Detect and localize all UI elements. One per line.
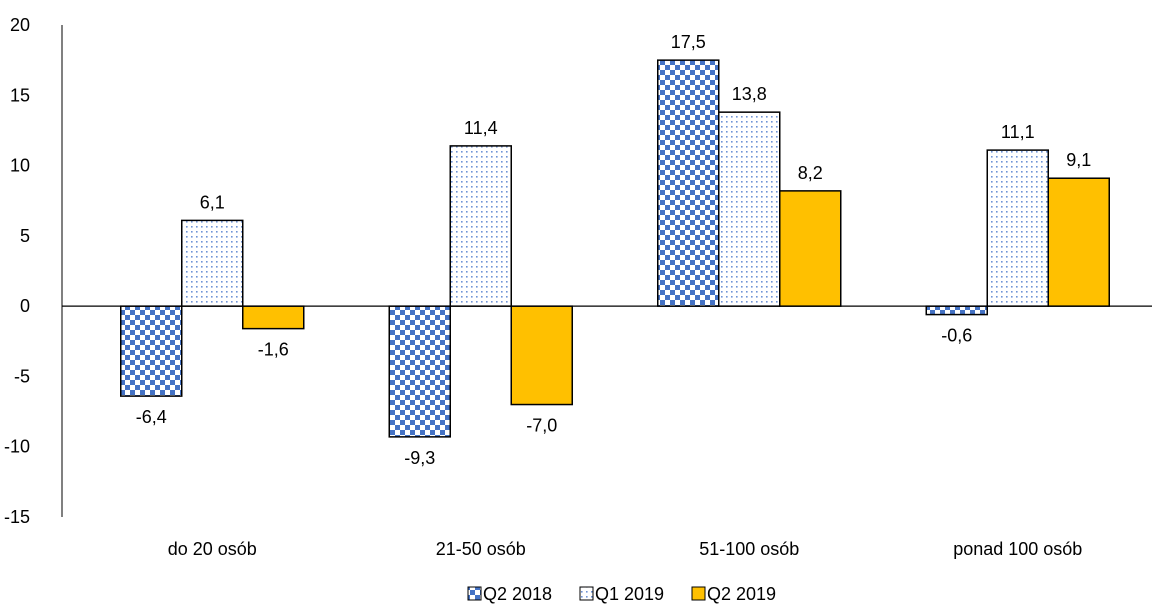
bar-series-1-cat-2 bbox=[718, 111, 781, 307]
data-label: -1,6 bbox=[258, 340, 289, 360]
data-label: -6,4 bbox=[136, 407, 167, 427]
legend: Q2 2018 Q1 2019 Q2 2019 bbox=[467, 584, 776, 604]
y-tick-label: -15 bbox=[4, 507, 30, 527]
data-label: -0,6 bbox=[941, 326, 972, 346]
legend-label-2: Q2 2019 bbox=[707, 584, 776, 604]
bar-series-2-cat-1 bbox=[510, 305, 573, 406]
legend-swatch-0 bbox=[467, 586, 482, 601]
legend-swatch-1 bbox=[579, 586, 594, 601]
y-axis: 20 15 10 5 0 -5 -10 -15 bbox=[4, 15, 63, 527]
data-label: 11,1 bbox=[1001, 122, 1035, 142]
y-tick-label: 5 bbox=[20, 226, 30, 246]
category-label: ponad 100 osób bbox=[953, 539, 1082, 559]
bar-series-2-cat-3 bbox=[1047, 177, 1110, 307]
bar-series-2-cat-2 bbox=[779, 190, 842, 307]
y-tick-label: -5 bbox=[14, 366, 30, 386]
bars-group bbox=[120, 59, 1110, 438]
data-label: 8,2 bbox=[798, 163, 823, 183]
bar-series-1-cat-3 bbox=[986, 149, 1049, 307]
data-label: 9,1 bbox=[1066, 150, 1091, 170]
legend-swatch-2 bbox=[691, 586, 706, 601]
y-tick-label: 20 bbox=[10, 15, 30, 35]
data-label: 11,4 bbox=[464, 118, 498, 138]
bar-series-0-cat-3 bbox=[925, 305, 988, 316]
y-tick-label: 10 bbox=[10, 156, 30, 176]
data-label: 13,8 bbox=[732, 84, 767, 104]
category-label: 21-50 osób bbox=[436, 539, 526, 559]
y-tick-label: -10 bbox=[4, 437, 30, 457]
bar-series-1-cat-1 bbox=[449, 145, 512, 307]
data-label: -7,0 bbox=[526, 416, 557, 436]
bar-series-0-cat-0 bbox=[120, 305, 183, 397]
category-labels-group: do 20 osób 21-50 osób 51-100 osób ponad 100… bbox=[168, 539, 1083, 559]
data-label: -9,3 bbox=[404, 448, 435, 468]
data-labels-group: -6,4 6,1 -1,6 -9,3 11,4 -7,0 17,5 13,8 8,2 -0,6 11… bbox=[136, 32, 1092, 468]
category-label: do 20 osób bbox=[168, 539, 257, 559]
bar-series-0-cat-2 bbox=[657, 59, 720, 307]
bar-series-2-cat-0 bbox=[242, 305, 305, 330]
legend-label-1: Q1 2019 bbox=[595, 584, 664, 604]
y-tick-label: 0 bbox=[20, 296, 30, 316]
category-label: 51-100 osób bbox=[699, 539, 799, 559]
legend-label-0: Q2 2018 bbox=[483, 584, 552, 604]
data-label: 17,5 bbox=[671, 32, 706, 52]
bar-series-0-cat-1 bbox=[388, 305, 451, 438]
bar-series-1-cat-0 bbox=[181, 219, 244, 307]
data-label: 6,1 bbox=[200, 192, 225, 212]
y-tick-label: 15 bbox=[10, 85, 30, 105]
